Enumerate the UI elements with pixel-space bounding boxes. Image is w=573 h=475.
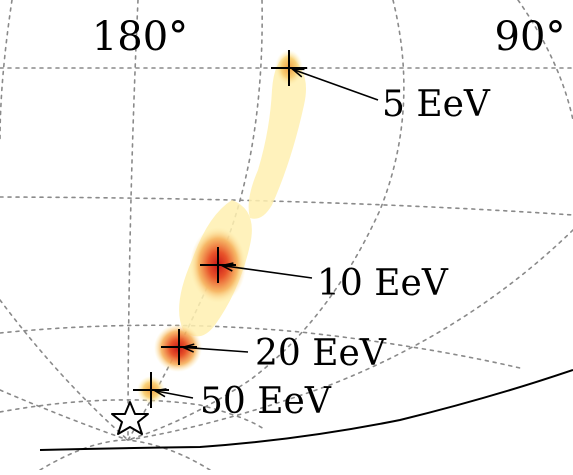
- point-label-50eev: 50 EeV: [200, 381, 332, 422]
- map-boundary: [39, 369, 573, 451]
- point-label-10eev: 10 EeV: [317, 263, 449, 304]
- grid-parallel-4: [0, 399, 266, 431]
- grid-meridian-9: [39, 439, 129, 471]
- longitude-label-90: 90°: [495, 14, 566, 60]
- grid-parallel-2: [0, 196, 573, 216]
- grid-meridian-6: [127, 229, 573, 441]
- density-tail-5eev: [248, 55, 306, 219]
- point-label-5eev: 5 EeV: [382, 84, 491, 125]
- grid-meridian-10: [127, 439, 211, 471]
- longitude-label-180: 180°: [92, 14, 188, 60]
- grid-meridian-5: [517, 0, 573, 121]
- arrow-head-50eev: [152, 388, 167, 398]
- arrow-10eev: [221, 264, 313, 279]
- grid-parallel-3: [0, 324, 521, 369]
- arrow-head-20eev: [180, 343, 195, 353]
- data-markers: [133, 50, 379, 408]
- grid-meridian-8: [0, 299, 129, 441]
- density-regions: [137, 50, 306, 404]
- arrow-20eev: [182, 346, 249, 353]
- source-star-icon: [111, 401, 149, 435]
- arrow-head-10eev: [219, 262, 234, 272]
- grid-meridian-4: [127, 0, 405, 441]
- point-label-20eev: 20 EeV: [255, 333, 387, 374]
- grid-meridian-2: [127, 0, 139, 441]
- arrow-50eev: [154, 389, 194, 399]
- grid-meridian-7: [0, 389, 129, 441]
- arrow-5eev: [292, 68, 379, 101]
- arrow-head-5eev: [290, 68, 305, 78]
- grid-meridian-1: [0, 0, 13, 141]
